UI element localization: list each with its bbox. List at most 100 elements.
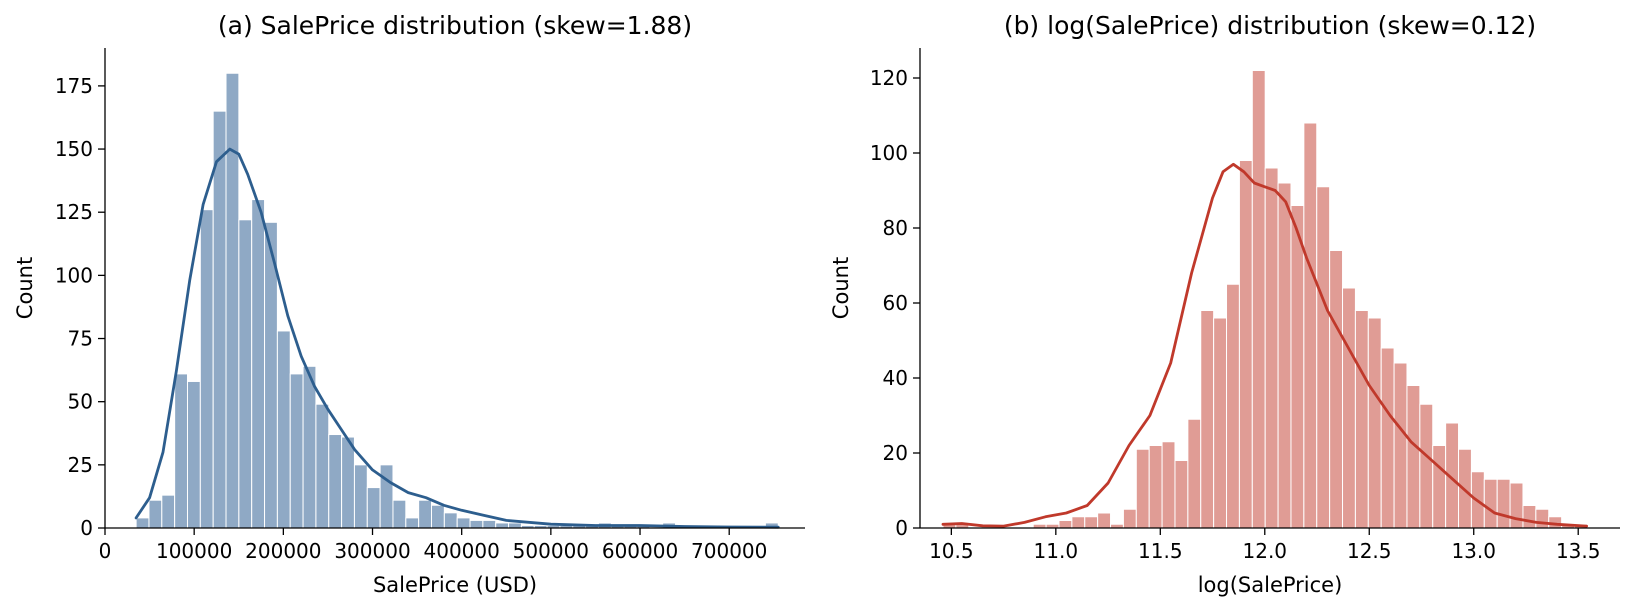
bars-a (135, 72, 779, 529)
histogram-bar (1303, 122, 1318, 529)
histogram-bar (1238, 160, 1253, 529)
histogram-bar (1509, 482, 1524, 529)
histogram-bar (443, 512, 458, 529)
histogram-bar (1535, 508, 1550, 529)
y-axis-label-b: Count (829, 257, 853, 319)
histogram-bar (508, 522, 522, 529)
x-tick-label: 400000 (424, 539, 500, 563)
histogram-bar (1213, 317, 1228, 529)
x-tick-label: 13.5 (1556, 539, 1601, 563)
x-tick-label: 13.0 (1451, 539, 1496, 563)
kde-line-b (941, 162, 1588, 528)
x-tick-label: 500000 (513, 539, 589, 563)
histogram-bar (1251, 70, 1266, 529)
x-tick-label: 200000 (245, 539, 321, 563)
histogram-bar (1277, 182, 1292, 529)
x-tick-label: 11.5 (1138, 539, 1183, 563)
histogram-bar (186, 380, 201, 529)
y-tick-label: 175 (55, 74, 93, 98)
histogram-bar (225, 72, 240, 529)
x-tick-label: 0 (99, 539, 112, 563)
histogram-bar (392, 499, 407, 529)
histogram-bar (1097, 512, 1112, 529)
histogram-bar (1419, 403, 1434, 529)
x-tick-label: 12.5 (1347, 539, 1392, 563)
histogram-bar (366, 487, 381, 529)
x-axis-label-a: SalePrice (USD) (373, 573, 537, 597)
histogram-bar (379, 464, 394, 529)
y-tick-label: 60 (883, 291, 908, 315)
y-tick-label: 125 (55, 200, 93, 224)
histogram-bar (1367, 317, 1382, 529)
x-tick-label: 11.0 (1034, 539, 1079, 563)
histogram-bar (469, 519, 484, 529)
y-tick-label: 150 (55, 137, 93, 161)
histogram-bar (418, 499, 432, 529)
histogram-bar (1432, 445, 1447, 529)
histogram-bar (1380, 347, 1395, 529)
histogram-bar (482, 519, 497, 529)
y-tick-label: 100 (55, 263, 93, 287)
histogram-bar (353, 464, 368, 529)
panel-saleprice: (a) SalePrice distribution (skew=1.88) S… (13, 11, 805, 597)
histogram-bar (276, 330, 291, 529)
y-tick-label: 0 (80, 516, 93, 540)
y-tick-label: 40 (883, 366, 908, 390)
histogram-bar (148, 499, 163, 529)
histogram-bar (1084, 516, 1099, 529)
x-tick-label: 10.5 (929, 539, 974, 563)
y-tick-label: 120 (870, 66, 908, 90)
histogram-bar (1329, 250, 1344, 529)
histogram-bar (1290, 205, 1305, 529)
chart-title-b: (b) log(SalePrice) distribution (skew=0.… (1004, 11, 1536, 40)
histogram-bar (1316, 186, 1331, 529)
histogram-bar (238, 219, 253, 529)
histogram-bar (1200, 310, 1215, 529)
x-axis-label-b: log(SalePrice) (1198, 573, 1343, 597)
kde-line-a (134, 147, 780, 529)
panel-log-saleprice: (b) log(SalePrice) distribution (skew=0.… (829, 11, 1620, 597)
histogram-bar (1496, 478, 1511, 529)
histogram-bar (289, 373, 304, 529)
histogram-bar (135, 517, 150, 529)
histogram-bar (1406, 385, 1421, 529)
x-tick-label: 600000 (602, 539, 678, 563)
histogram-bar (430, 504, 445, 529)
histogram-bar (212, 110, 227, 529)
y-tick-label: 50 (68, 390, 93, 414)
x-tick-label: 100000 (156, 539, 232, 563)
histogram-bar (199, 209, 214, 529)
histogram-bar (1148, 445, 1163, 529)
y-tick-label: 75 (68, 327, 93, 351)
histogram-bar (341, 436, 355, 529)
histogram-bar (161, 494, 176, 529)
y-tick-label: 20 (883, 441, 908, 465)
histogram-bar (174, 373, 188, 529)
histogram-bar (1522, 505, 1537, 529)
histogram-bar (1071, 516, 1086, 529)
chart-title-a: (a) SalePrice distribution (skew=1.88) (218, 11, 692, 40)
histogram-bar (251, 199, 266, 529)
histogram-bar (1187, 418, 1202, 529)
histogram-bar (302, 365, 317, 529)
y-tick-label: 25 (68, 453, 93, 477)
histogram-bar (1135, 448, 1150, 529)
histogram-bar (1161, 441, 1176, 529)
histogram-bar (1354, 310, 1369, 529)
histogram-bar (1264, 167, 1279, 529)
y-tick-label: 100 (870, 141, 908, 165)
x-tick-label: 12.0 (1243, 539, 1288, 563)
histogram-bar (405, 517, 420, 529)
histogram-bar (1058, 520, 1073, 529)
x-tick-label: 700000 (691, 539, 767, 563)
histogram-bar (315, 403, 330, 529)
histogram-bar (1393, 362, 1408, 529)
y-tick-label: 80 (883, 216, 908, 240)
histogram-bar (1174, 460, 1189, 529)
histogram-bar (1122, 508, 1137, 529)
histogram-bar (1226, 283, 1240, 529)
histogram-bar (495, 522, 510, 529)
y-axis-label-a: Count (13, 257, 37, 319)
histogram-bar (1483, 478, 1498, 529)
